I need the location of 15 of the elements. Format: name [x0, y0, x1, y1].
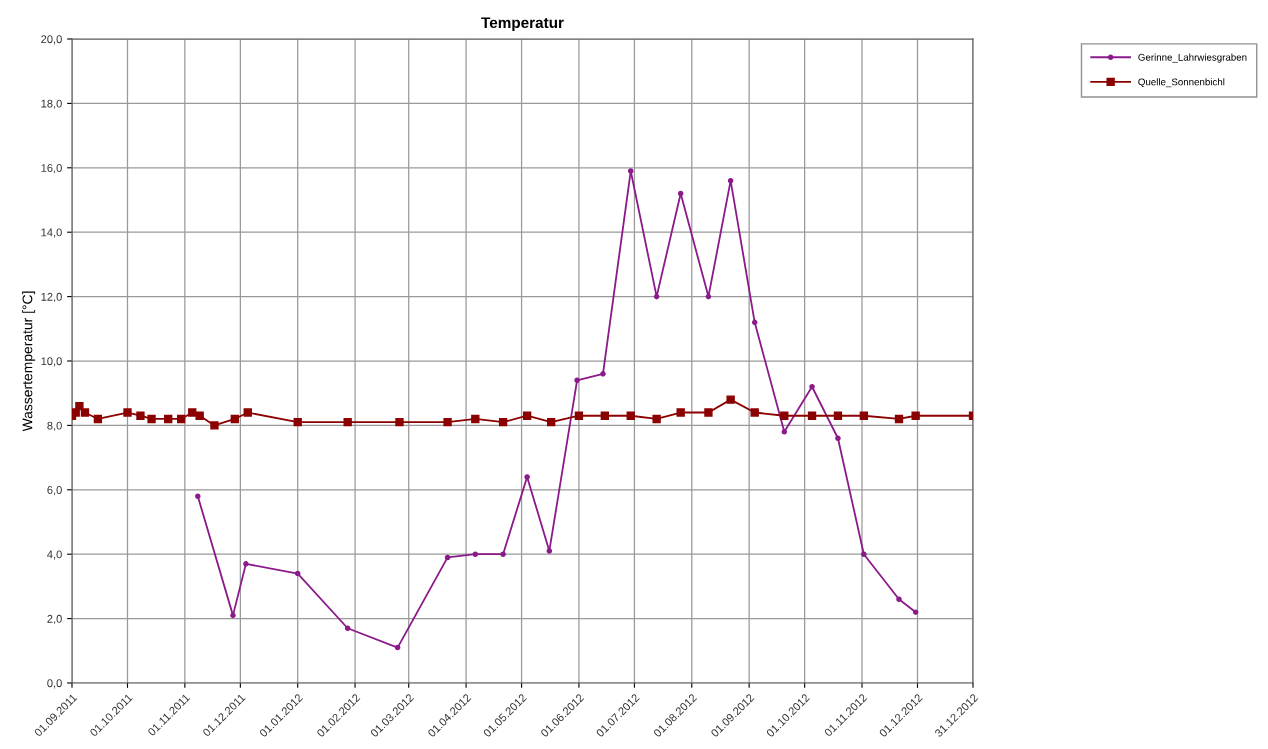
y-tick-label: 2,0 [47, 614, 62, 625]
y-tick-label: 12,0 [41, 292, 62, 303]
y-tick-label: 20,0 [41, 35, 62, 45]
legend-label: Gerinne_Lahrwiesgraben [1138, 53, 1247, 63]
legend-label: Quelle_Sonnenbichl [1138, 78, 1225, 88]
y-tick-label: 14,0 [41, 228, 62, 238]
y-tick-label: 10,0 [41, 357, 62, 367]
y-tick-label: 16,0 [41, 164, 62, 174]
y-tick-label: 0,0 [47, 679, 62, 689]
y-tick-label: 4,0 [47, 550, 62, 560]
y-tick-label: 6,0 [47, 486, 62, 496]
y-tick-label: 18,0 [41, 99, 62, 109]
chart-title: Temperatur [481, 17, 564, 32]
y-tick-label: 8,0 [47, 421, 62, 431]
y-axis-title: Wassertemperatur [°C] [22, 291, 36, 432]
